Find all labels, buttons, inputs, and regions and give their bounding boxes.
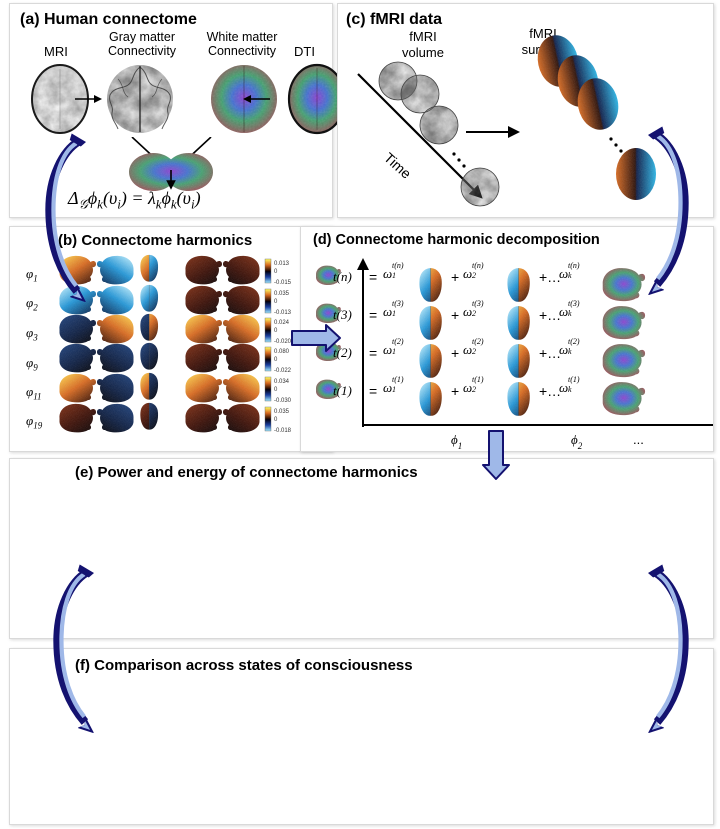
svg-text:0: 0 — [274, 328, 278, 334]
svg-text:ϕ2: ϕ2 — [571, 432, 583, 451]
svg-text:ϕ1: ϕ1 — [451, 432, 462, 451]
svg-text:...: ... — [633, 432, 644, 447]
svg-text:0: 0 — [274, 269, 278, 275]
svg-text:0.034: 0.034 — [274, 379, 290, 385]
svg-text:0.024: 0.024 — [274, 320, 290, 326]
svg-text:-0.020: -0.020 — [274, 339, 292, 345]
svg-text:0: 0 — [274, 299, 278, 305]
svg-text:-0.022: -0.022 — [274, 368, 292, 374]
svg-text:0: 0 — [274, 357, 278, 363]
svg-text:0: 0 — [274, 417, 278, 423]
svg-text:0: 0 — [274, 387, 278, 393]
svg-text:0.035: 0.035 — [274, 291, 290, 297]
svg-text:-0.018: -0.018 — [274, 428, 292, 434]
svg-text:0.080: 0.080 — [274, 349, 290, 355]
svg-text:0.035: 0.035 — [274, 409, 290, 415]
svg-text:-0.013: -0.013 — [274, 310, 292, 316]
svg-text:-0.015: -0.015 — [274, 280, 292, 286]
svg-text:ϕk: ϕk — [713, 432, 714, 451]
svg-text:0.013: 0.013 — [274, 261, 290, 267]
svg-text:-0.030: -0.030 — [274, 398, 292, 404]
